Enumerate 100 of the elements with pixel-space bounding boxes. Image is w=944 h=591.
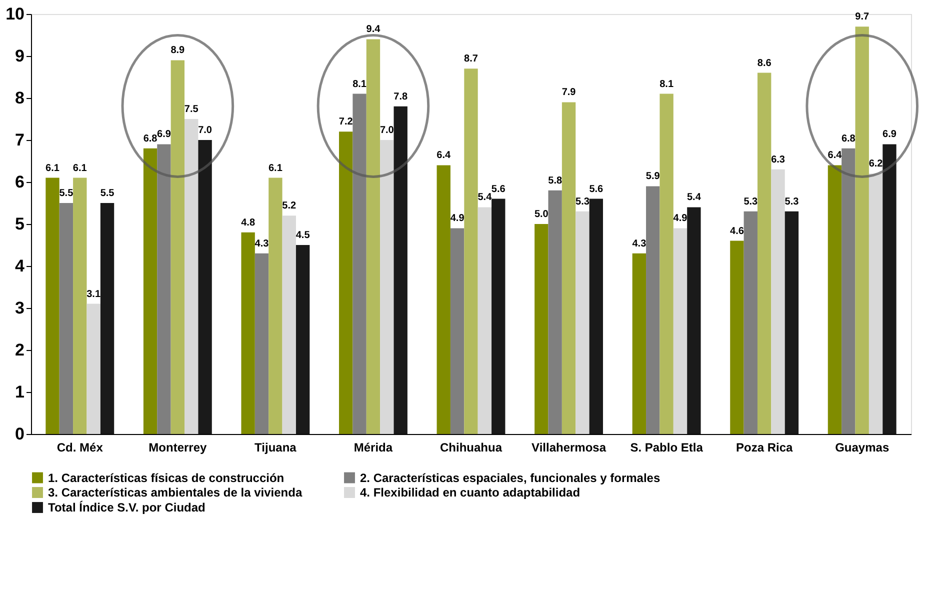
text: 8.7	[464, 54, 478, 65]
bar	[646, 186, 660, 434]
x-tick-label: Poza Rica	[736, 440, 793, 454]
x-tick-label: Monterrey	[148, 440, 207, 454]
text: 8.1	[660, 78, 674, 90]
text: 6.4	[436, 150, 451, 162]
text: 9.4	[366, 24, 380, 36]
text: 7.9	[562, 87, 576, 98]
bar	[157, 144, 171, 434]
text: 9.7	[855, 12, 870, 23]
y-tick-label: 5	[15, 214, 24, 234]
y-tick-label: 8	[15, 88, 24, 108]
bar	[842, 148, 856, 434]
text: 5.9	[646, 171, 660, 182]
text: 6.9	[882, 129, 896, 140]
x-tick-label: Cd. Méx	[56, 440, 104, 454]
text: 4.9	[450, 213, 464, 224]
text: 6.1	[268, 162, 282, 174]
text: 4.5	[296, 230, 310, 241]
bar	[352, 94, 366, 434]
text: 4.8	[241, 217, 256, 228]
text: 8.9	[170, 45, 185, 56]
text: 4.6	[730, 226, 744, 237]
bar	[589, 198, 603, 434]
text: 5.3	[744, 196, 758, 208]
text: 5.5	[59, 188, 74, 199]
text: 5.3	[576, 196, 590, 208]
legend-label: Total Índice S.V. por Ciudad	[48, 500, 206, 514]
text: 5.6	[491, 184, 506, 195]
bar	[73, 178, 87, 434]
text: 8.1	[352, 78, 366, 90]
text: 7.2	[338, 116, 353, 128]
x-tick-label: Mérida	[354, 440, 393, 454]
bar	[394, 106, 408, 434]
text: 7.0	[198, 125, 212, 136]
text: 5.2	[282, 200, 296, 212]
text: 7.0	[380, 125, 394, 136]
bar	[198, 140, 212, 434]
bar	[478, 207, 492, 434]
bar	[632, 253, 646, 434]
bar	[86, 304, 100, 434]
y-tick-label: 10	[6, 4, 24, 24]
bar	[170, 60, 185, 434]
bar	[855, 26, 869, 434]
text: 6.3	[771, 154, 785, 166]
text: 5.3	[784, 196, 799, 208]
bar	[254, 253, 269, 434]
text: 5.4	[478, 192, 492, 204]
y-tick-label: 0	[15, 424, 24, 444]
y-tick-label: 7	[15, 130, 24, 150]
bar	[46, 178, 60, 434]
y-tick-label: 6	[15, 172, 24, 192]
text: 3.1	[86, 288, 101, 300]
text: 7.5	[184, 104, 198, 115]
y-tick-label: 2	[15, 340, 24, 360]
legend-label: 3. Características ambientales de la vivienda	[48, 486, 302, 500]
bar	[744, 211, 758, 434]
bar	[436, 165, 450, 434]
text: 6.8	[841, 133, 856, 144]
x-tick-label: Tijuana	[254, 440, 297, 454]
text: 5.6	[589, 184, 604, 195]
text: 8.6	[757, 58, 772, 69]
bar	[660, 94, 674, 434]
text: 6.2	[868, 158, 883, 170]
text: 5.8	[548, 175, 562, 186]
bar	[771, 169, 785, 434]
bar	[882, 144, 896, 434]
text: 7.8	[394, 91, 408, 102]
bar	[184, 119, 198, 434]
legend-label: 2. Características espaciales, funcionales y formales	[360, 470, 660, 485]
bar	[784, 211, 799, 434]
text: 6.1	[72, 162, 87, 174]
bar	[366, 39, 380, 434]
bar	[380, 140, 394, 434]
y-tick-label: 4	[15, 256, 26, 276]
y-tick-label: 9	[15, 46, 24, 66]
bar	[562, 102, 576, 434]
x-tick-label: Guaymas	[835, 440, 890, 454]
bar	[576, 211, 590, 434]
text: 6.9	[157, 129, 171, 140]
bar	[296, 245, 310, 434]
text: 6.8	[143, 133, 158, 144]
bar	[868, 174, 883, 434]
legend-label: 4. Flexibilidad en cuanto adaptabilidad	[360, 486, 580, 500]
bar	[100, 203, 114, 434]
bar	[59, 203, 74, 434]
text: 6.1	[46, 162, 60, 174]
text: 5.4	[686, 192, 701, 204]
legend-label: 1. Características físicas de construcción	[48, 470, 284, 485]
text: 4.9	[673, 213, 688, 224]
x-tick-label: Villahermosa	[532, 440, 606, 454]
bar	[268, 178, 282, 434]
text: 5.0	[534, 209, 548, 220]
text: 4.3	[632, 238, 646, 250]
bar	[282, 216, 296, 434]
text: 6.4	[828, 150, 842, 162]
bar	[548, 190, 562, 434]
text: 5.5	[100, 188, 114, 199]
bar	[730, 240, 744, 434]
bar	[534, 224, 548, 434]
